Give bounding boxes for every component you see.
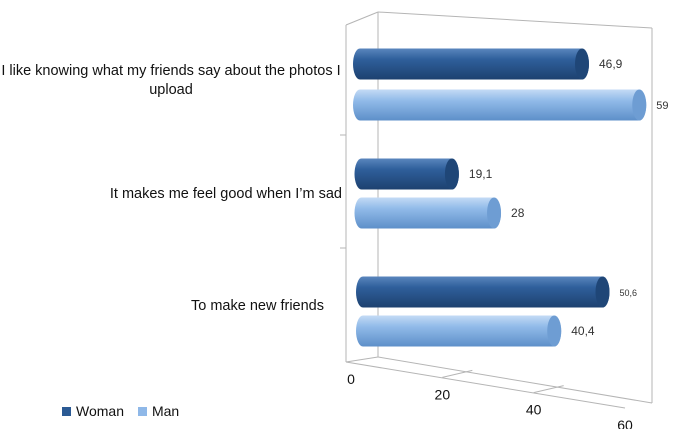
data-label: 46,9	[599, 57, 623, 71]
x-tick-label: 40	[526, 402, 542, 418]
axis-frame-line	[345, 356, 379, 363]
axis-frame-line	[345, 361, 626, 409]
data-label: 59	[656, 100, 668, 112]
axis-frame-line	[377, 11, 653, 29]
data-label: 28	[511, 206, 525, 220]
bar-man	[356, 315, 562, 347]
legend: Woman Man	[62, 403, 185, 419]
gridline	[533, 385, 564, 394]
category-label: To make new friends	[191, 298, 324, 314]
legend-swatch-man	[137, 406, 147, 416]
bar-man	[353, 89, 647, 121]
axis-frame-line	[345, 11, 379, 26]
category-label: I like knowing what my friends say about…	[1, 63, 341, 98]
bar-end-cap	[547, 315, 562, 347]
legend-item-woman: Woman	[62, 403, 124, 419]
x-tick-label: 0	[347, 371, 355, 387]
legend-label-man: Man	[151, 403, 180, 419]
bar-woman	[353, 48, 589, 80]
x-tick-label: 60	[617, 417, 633, 429]
data-label: 40,4	[571, 324, 595, 338]
bar-man	[354, 197, 502, 229]
data-label: 50,6	[620, 288, 638, 298]
x-tick-label: 20	[435, 386, 451, 402]
axis-frame-line	[377, 356, 653, 404]
legend-swatch-woman	[62, 406, 71, 416]
bar-woman	[354, 158, 459, 190]
legend-label-woman: Woman	[76, 403, 124, 419]
bar-end-cap	[574, 48, 589, 80]
bar-end-cap	[632, 89, 647, 121]
bar-end-cap	[487, 197, 502, 229]
bar-woman	[356, 276, 610, 308]
bar-end-cap	[595, 276, 610, 308]
data-label: 19,1	[469, 167, 493, 181]
category-label: It makes me feel good when I’m sad	[109, 186, 342, 202]
gridline	[442, 369, 473, 378]
legend-item-man: Man	[137, 403, 180, 419]
bar-end-cap	[444, 158, 459, 190]
